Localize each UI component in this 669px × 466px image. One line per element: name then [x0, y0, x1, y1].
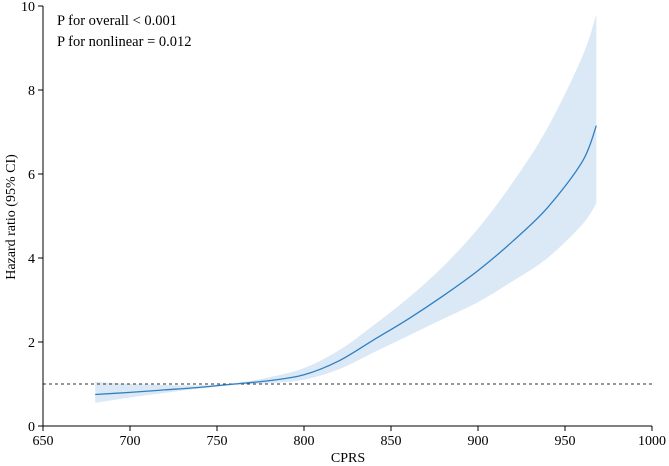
y-tick-label: 2	[28, 336, 35, 351]
x-tick-label: 850	[381, 434, 402, 449]
annotation-p-overall: P for overall < 0.001	[57, 13, 177, 29]
confidence-band-layer	[95, 14, 597, 403]
x-tick-label: 1000	[638, 434, 666, 449]
confidence-band	[95, 14, 597, 403]
x-tick-label: 900	[468, 434, 489, 449]
y-tick-label: 6	[28, 168, 35, 183]
y-tick-label: 8	[28, 84, 35, 99]
x-tick-label: 950	[555, 434, 576, 449]
y-tick-label: 10	[21, 0, 35, 15]
y-tick-label: 4	[28, 252, 35, 267]
x-tick-label: 650	[33, 434, 54, 449]
annotation-p-nonlinear: P for nonlinear = 0.012	[57, 34, 192, 50]
series-line-layer	[95, 125, 597, 396]
x-tick-label: 800	[294, 434, 315, 449]
y-tick-label: 0	[28, 420, 35, 435]
x-axis-label: CPRS	[331, 451, 365, 466]
y-axis-label: Hazard ratio (95% CI)	[4, 154, 19, 280]
x-tick-label: 750	[207, 434, 228, 449]
axes-layer: 650 700 750 800 850 900 950 1000 0 2 4 6 8 10	[21, 0, 666, 449]
x-tick-label: 700	[120, 434, 141, 449]
hazard-ratio-line	[95, 125, 597, 396]
